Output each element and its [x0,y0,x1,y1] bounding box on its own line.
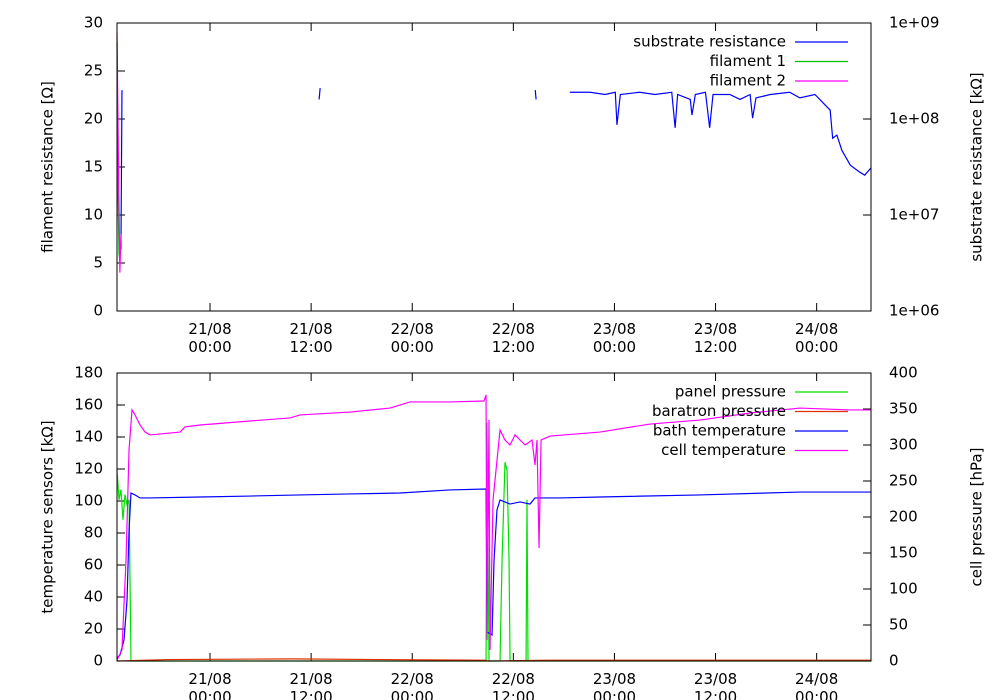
y-tick-label: 10 [84,206,103,224]
x-tick-label: 21/08 00:00 [188,320,232,356]
legend-label: cell temperature [661,441,786,459]
y-tick-label: 160 [74,396,103,414]
x-tick-label: 22/08 00:00 [390,320,434,356]
series-line [116,488,871,659]
y2-tick-label: 250 [889,472,918,490]
y2-tick-label: 50 [889,616,908,634]
y-tick-label: 180 [74,364,103,382]
x-tick-label: 23/08 12:00 [693,320,738,356]
y-tick-label: 80 [84,524,103,542]
plot-frame [116,22,872,312]
y-tick-label: 60 [84,556,103,574]
legend-label: filament 2 [710,72,786,90]
y-tick-label: 5 [93,254,103,272]
y2-tick-label: 1e+08 [889,110,939,128]
y2-tick-label: 300 [889,436,918,454]
legend-label: panel pressure [675,383,786,401]
legend-label: filament 1 [710,52,786,70]
y-tick-label: 20 [84,110,103,128]
y-tick-label: 0 [93,652,103,670]
x-tick-label: 23/08 12:00 [693,670,738,700]
y-axis-title: temperature sensors [kΩ] [39,420,57,613]
y2-axis-title: cell pressure [hPa] [968,448,986,587]
series-line [116,32,122,273]
x-tick-label: 21/08 00:00 [188,670,232,700]
y2-tick-label: 200 [889,508,918,526]
y-tick-label: 100 [74,492,103,510]
x-tick-label: 21/08 12:00 [289,320,333,356]
y2-tick-label: 1e+09 [889,14,939,32]
plot-frame [116,372,872,662]
legend-label: baratron pressure [652,402,786,420]
y-axis-title: filament resistance [Ω] [39,81,57,253]
y2-tick-label: 400 [889,364,918,382]
y-tick-label: 40 [84,588,103,606]
y2-tick-label: 100 [889,580,918,598]
y-tick-label: 20 [84,620,103,638]
y2-tick-label: 0 [889,652,899,670]
y2-tick-label: 150 [889,544,918,562]
x-tick-label: 24/08 00:00 [795,670,839,700]
x-tick-label: 24/08 00:00 [795,320,839,356]
x-tick-label: 23/08 00:00 [592,670,637,700]
series-line [120,88,872,250]
series-line [116,658,871,662]
y-tick-label: 120 [74,460,103,478]
y-tick-label: 0 [93,302,103,320]
x-tick-label: 22/08 12:00 [491,320,535,356]
x-tick-label: 23/08 00:00 [592,320,637,356]
legend-label: bath temperature [653,422,786,440]
x-tick-label: 21/08 12:00 [289,670,333,700]
x-tick-label: 22/08 00:00 [390,670,434,700]
y-tick-label: 15 [84,158,103,176]
series-line [116,394,871,661]
x-tick-label: 22/08 12:00 [491,670,535,700]
y2-tick-label: 1e+07 [889,206,939,224]
y-tick-label: 140 [74,428,103,446]
y2-tick-label: 350 [889,400,918,418]
y-tick-label: 25 [84,62,103,80]
y2-axis-title: substrate resistance [kΩ] [968,72,986,261]
y-tick-label: 30 [84,14,103,32]
legend-label: substrate resistance [633,33,786,51]
y2-tick-label: 1e+06 [889,302,939,320]
